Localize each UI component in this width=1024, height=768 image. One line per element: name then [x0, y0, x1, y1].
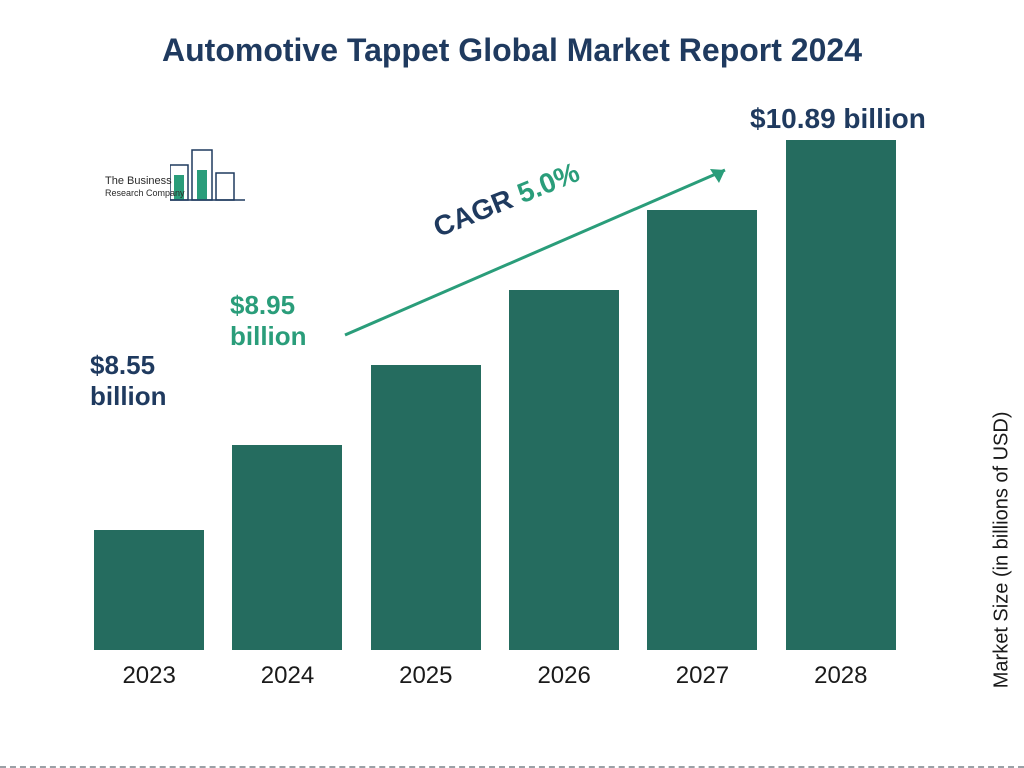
bar-rect-2024 [232, 445, 342, 650]
cagr-annotation: CAGR5.0% [330, 155, 750, 355]
bar-rect-2023 [94, 530, 204, 650]
x-label-2028: 2028 [786, 662, 896, 690]
bar-2025 [371, 365, 481, 650]
callout-2024-unit: billion [230, 321, 307, 352]
callout-2024-value: $8.95 [230, 290, 307, 321]
callout-2024: $8.95 billion [230, 290, 307, 352]
x-axis-labels: 2023 2024 2025 2026 2027 2028 [80, 662, 910, 690]
y-axis-label: Market Size (in billions of USD) [991, 412, 1014, 689]
x-label-2026: 2026 [509, 662, 619, 690]
bar-2024 [232, 445, 342, 650]
bar-rect-2028 [786, 140, 896, 650]
x-label-2024: 2024 [232, 662, 342, 690]
callout-2023-value: $8.55 [90, 350, 167, 381]
callout-2028: $10.89 billion [750, 102, 926, 136]
x-label-2023: 2023 [94, 662, 204, 690]
callout-2023: $8.55 billion [90, 350, 167, 412]
bar-2028 [786, 140, 896, 650]
callout-2023-unit: billion [90, 381, 167, 412]
bar-rect-2025 [371, 365, 481, 650]
chart-title: Automotive Tappet Global Market Report 2… [0, 32, 1024, 69]
x-label-2027: 2027 [647, 662, 757, 690]
x-label-2025: 2025 [371, 662, 481, 690]
bar-2023 [94, 530, 204, 650]
